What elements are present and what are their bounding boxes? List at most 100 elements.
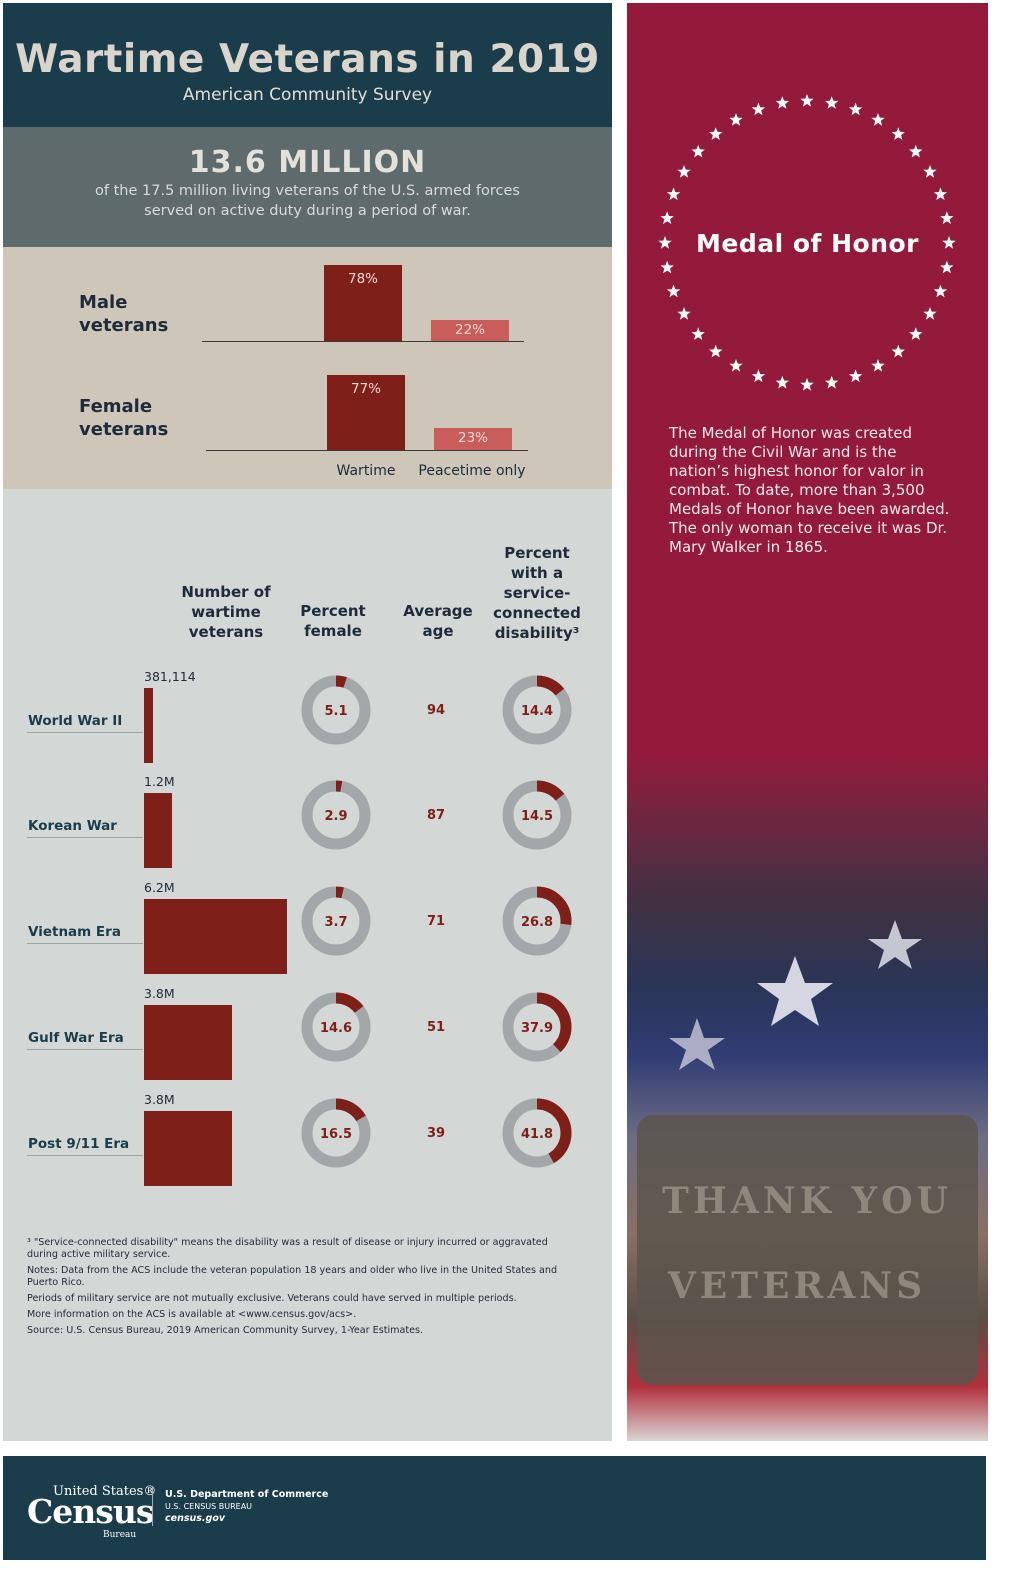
headline-stat: 13.6 MILLION	[188, 145, 427, 180]
flag-star-icon	[868, 920, 922, 969]
header-banner: Wartime Veterans in 2019 American Commun…	[3, 3, 612, 127]
donut-value-label: 14.4	[521, 704, 553, 719]
average-age-value: 51	[426, 1020, 446, 1035]
veteran-count-bar	[144, 793, 172, 868]
gender-chart-panel: Male veterans Female veterans 78% 22% 77% 2…	[3, 247, 612, 489]
star-icon	[691, 327, 705, 340]
column-header-number: Number of wartime veterans	[181, 583, 271, 641]
star-icon	[709, 127, 723, 140]
note-footnote: ³ "Service-connected disability" means t…	[27, 1237, 548, 1260]
row-underline	[27, 943, 143, 944]
row-label-world-war-ii: World War II	[28, 713, 123, 729]
census-logo-wordmark: Census	[27, 1492, 154, 1531]
gender-bar-male-wartime: 78%	[324, 265, 402, 341]
disability-donut: 14.5	[502, 780, 572, 850]
footer-divider	[152, 1486, 153, 1526]
donut-value-label: 37.9	[521, 1021, 553, 1036]
star-icon	[666, 187, 681, 201]
star-icon	[825, 96, 839, 109]
star-icon	[677, 307, 691, 320]
column-header-female: Percent female	[300, 602, 366, 640]
star-icon	[660, 211, 674, 224]
star-icon	[775, 375, 789, 389]
star-icon	[729, 359, 743, 372]
page-title: Wartime Veterans in 2019	[15, 37, 600, 82]
star-icon	[891, 344, 905, 358]
donut-value-label: 26.8	[521, 915, 553, 930]
star-ring-graphic	[658, 94, 956, 391]
donut-segment	[502, 780, 572, 850]
notes-block: ³ "Service-connected disability" means t…	[27, 1237, 572, 1337]
gender-bar-value-label: 78%	[347, 271, 378, 287]
column-header-disability: Percent with a service-connected disabil…	[493, 544, 581, 642]
donut-segment	[301, 886, 371, 956]
percent-female-donut: 5.1	[301, 675, 371, 745]
star-icon	[848, 102, 863, 116]
percent-female-donut: 16.5	[301, 1098, 371, 1168]
column-header-age: Average age	[403, 602, 473, 640]
star-icon	[751, 369, 766, 383]
gender-bar-female-wartime: 77%	[327, 375, 405, 450]
donut-value-label: 16.5	[320, 1127, 352, 1142]
flag-and-dog-tag-photo: THANK YOU VETERANS	[627, 753, 988, 1441]
row-underline	[27, 732, 143, 733]
row-label-korean-war: Korean War	[28, 818, 117, 834]
disability-donut: 41.8	[502, 1098, 572, 1168]
era-table-panel: Number of wartime veterans Percent femal…	[3, 489, 612, 1441]
star-icon	[666, 284, 681, 298]
star-icon	[677, 165, 691, 178]
row-label-gulf-war-era: Gulf War Era	[28, 1030, 124, 1046]
bureau-name: U.S. CENSUS BUREAU	[165, 1502, 253, 1511]
donut-value-label: 14.6	[320, 1021, 352, 1036]
star-icon	[940, 211, 954, 224]
percent-female-donut: 2.9	[301, 780, 371, 850]
page-subtitle: American Community Survey	[182, 85, 433, 105]
star-icon	[709, 344, 723, 358]
gender-bar-value-label: 23%	[457, 430, 488, 446]
medal-of-honor-panel: THANK YOU VETERANS Medal of Honor The Me…	[627, 3, 988, 1441]
category-peacetime: Peacetime only	[418, 463, 526, 479]
star-icon	[940, 260, 954, 274]
star-icon	[825, 375, 839, 389]
star-icon	[923, 307, 937, 320]
headline-stat-panel: 13.6 MILLION of the 17.5 million living …	[3, 127, 612, 247]
star-icon	[691, 144, 705, 158]
veteran-count-label: 381,114	[144, 669, 196, 684]
percent-female-donut: 3.7	[301, 886, 371, 956]
star-icon	[909, 327, 923, 340]
tag-text-2: VETERANS	[667, 1265, 926, 1307]
row-underline	[27, 837, 143, 838]
census-gov-link[interactable]: census.gov	[165, 1513, 226, 1524]
gender-bar-male-peacetime: 22%	[431, 320, 509, 341]
veteran-count-label: 3.8M	[144, 1092, 175, 1107]
donut-segment	[502, 886, 572, 956]
photo-decoration: THANK YOU VETERANS	[637, 920, 978, 1385]
star-icon	[775, 96, 789, 109]
star-icon	[871, 359, 885, 372]
star-icon	[942, 236, 956, 249]
row-label-post-9-11-era: Post 9/11 Era	[28, 1136, 130, 1152]
star-icon	[871, 113, 885, 126]
star-icon	[923, 165, 937, 178]
row-underline	[27, 1049, 143, 1050]
donut-value-label: 3.7	[324, 915, 347, 930]
dog-tag	[637, 1115, 978, 1385]
note-periods: Periods of military service are not mutu…	[27, 1293, 517, 1304]
male-veterans-label: Male veterans	[79, 292, 169, 336]
star-icon	[800, 94, 814, 107]
category-wartime: Wartime	[336, 463, 396, 479]
donut-value-label: 5.1	[324, 704, 347, 719]
average-age-value: 87	[426, 808, 446, 823]
footer: United States® Census Bureau U.S. Depart…	[3, 1456, 986, 1560]
donut-value-label: 41.8	[521, 1127, 553, 1142]
donut-segment	[502, 992, 572, 1062]
row-underline	[27, 1155, 143, 1156]
note-more-info: More information on the ACS is available…	[27, 1309, 357, 1320]
veteran-count-bar	[144, 688, 153, 763]
flag-star-icon	[757, 956, 833, 1026]
donut-segment	[502, 675, 572, 745]
note-acs: Notes: Data from the ACS include the vet…	[27, 1265, 558, 1288]
female-veterans-label: Female veterans	[79, 396, 169, 440]
donut-segment	[301, 780, 371, 850]
star-icon	[891, 127, 905, 140]
